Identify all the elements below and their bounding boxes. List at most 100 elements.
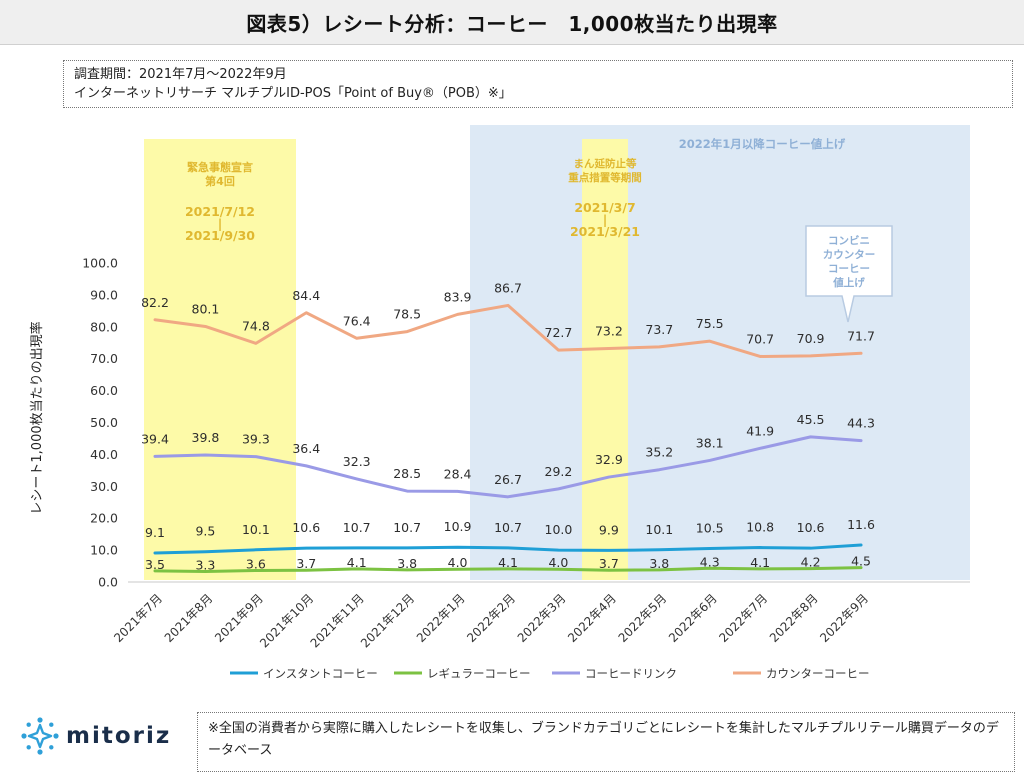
data-label: 73.2 [595, 323, 623, 338]
y-tick-label: 40.0 [90, 447, 118, 462]
data-label: 70.7 [746, 331, 774, 346]
data-label: 4.2 [801, 555, 821, 570]
x-tick-label: 2022年1月 [414, 591, 468, 645]
data-label: 9.1 [145, 525, 165, 540]
data-label: 3.3 [195, 557, 215, 572]
x-tick-label: 2022年9月 [817, 591, 871, 645]
survey-period: 調査期間：2021年7月～2022年9月 [74, 67, 287, 82]
y-axis-label: レシート1,000枚当たりの出現率 [29, 321, 45, 514]
data-label: 72.7 [545, 325, 573, 340]
series-line-4 [153, 303, 863, 358]
data-label: 28.4 [444, 466, 472, 481]
data-label: 10.7 [494, 520, 522, 535]
callout-text: コンビニカウンターコーヒー値上げ [823, 234, 876, 289]
data-label: 3.8 [397, 556, 417, 571]
data-label: 3.6 [246, 557, 266, 572]
y-tick-label: 10.0 [90, 543, 118, 558]
data-label: 80.1 [192, 301, 220, 316]
data-label: 3.5 [145, 557, 165, 572]
data-label: 4.3 [700, 554, 720, 569]
data-label: 10.6 [292, 520, 320, 535]
data-label: 10.7 [343, 520, 371, 535]
data-label: 4.1 [750, 555, 770, 570]
x-tick-label: 2022年4月 [565, 591, 619, 645]
data-label: 41.9 [746, 423, 774, 438]
data-label: 10.9 [444, 519, 472, 534]
survey-source: インターネットリサーチ マルチプルID-POS「Point of Buy®（PO… [74, 86, 512, 101]
data-label: 3.7 [599, 556, 619, 571]
data-label: 10.1 [242, 522, 270, 537]
x-tick-label: 2022年2月 [464, 591, 518, 645]
callout-bubble [805, 225, 893, 323]
data-label: 9.9 [599, 522, 619, 537]
x-tick-label: 2021年8月 [162, 591, 216, 645]
data-label: 39.8 [192, 430, 220, 445]
data-label: 4.0 [448, 555, 468, 570]
x-tick-label: 2022年6月 [666, 591, 720, 645]
data-label: 35.2 [645, 445, 673, 460]
data-label: 26.7 [494, 472, 522, 487]
data-label: 39.3 [242, 432, 270, 447]
data-label: 4.1 [347, 555, 367, 570]
data-label: 11.6 [847, 517, 875, 532]
data-label: 32.9 [595, 452, 623, 467]
x-tick-label: 2021年7月 [111, 591, 165, 645]
x-tick-label: 2021年12月 [358, 591, 417, 650]
semi-emergency-label: まん延防止等重点措置等期間 [568, 157, 642, 184]
footer-note: ※全国の消費者から実際に購入したレシートを収集し、ブランドカテゴリごとにレシート… [197, 712, 1015, 772]
survey-info-box: 調査期間：2021年7月～2022年9月 インターネットリサーチ マルチプルID… [63, 60, 1013, 108]
data-label: 3.7 [296, 556, 316, 571]
data-label: 45.5 [797, 412, 825, 427]
y-tick-label: 90.0 [90, 287, 118, 302]
data-label: 4.5 [851, 554, 871, 569]
y-tick-label: 20.0 [90, 511, 118, 526]
data-label: 28.5 [393, 466, 421, 481]
y-tick-label: 30.0 [90, 479, 118, 494]
data-label: 44.3 [847, 416, 875, 431]
semi-emergency-dates: 2021/3/7 | 2021/3/21 [570, 200, 640, 239]
data-label: 76.4 [343, 313, 371, 328]
data-label: 29.2 [545, 464, 573, 479]
data-label: 75.5 [696, 316, 724, 331]
logo: mitoriz [20, 713, 171, 759]
x-tick-label: 2022年7月 [716, 591, 770, 645]
data-label: 71.7 [847, 328, 875, 343]
price-increase-period-bg [470, 125, 970, 580]
emergency-label: 緊急事態宣言第4回 [187, 160, 253, 188]
data-label: 4.1 [498, 555, 518, 570]
emergency-period-bg [144, 139, 296, 580]
y-tick-label: 60.0 [90, 383, 118, 398]
series-line-1 [153, 543, 863, 555]
emergency-dates: 2021/7/12 | 2021/9/30 [185, 204, 255, 243]
legend-label-3: コーヒードリンク [585, 667, 677, 681]
data-label: 10.1 [645, 522, 673, 537]
data-label: 70.9 [797, 331, 825, 346]
y-tick-label: 80.0 [90, 319, 118, 334]
data-label: 36.4 [292, 441, 320, 456]
data-label: 9.5 [195, 524, 215, 539]
y-tick-label: 100.0 [82, 256, 118, 271]
legend-label-4: カウンターコーヒー [766, 667, 870, 681]
data-label: 10.7 [393, 520, 421, 535]
data-label: 74.8 [242, 318, 270, 333]
data-label: 3.8 [649, 556, 669, 571]
data-label: 4.0 [548, 555, 568, 570]
data-label: 82.2 [141, 295, 169, 310]
x-tick-label: 2022年5月 [616, 591, 670, 645]
mitoriz-logo-icon [21, 717, 59, 755]
data-label: 38.1 [696, 435, 724, 450]
price-increase-label: 2022年1月以降コーヒー値上げ [679, 137, 846, 151]
y-tick-label: 50.0 [90, 415, 118, 430]
data-label: 78.5 [393, 307, 421, 322]
semi-emergency-period-bg [582, 139, 628, 580]
x-tick-label: 2021年9月 [212, 591, 266, 645]
data-label: 10.6 [797, 520, 825, 535]
data-label: 39.4 [141, 431, 169, 446]
data-label: 84.4 [292, 288, 320, 303]
series-line-2 [153, 566, 863, 573]
logo-text: mitoriz [66, 723, 172, 749]
data-label: 10.8 [746, 520, 774, 535]
data-label: 83.9 [444, 289, 472, 304]
data-label: 86.7 [494, 280, 522, 295]
